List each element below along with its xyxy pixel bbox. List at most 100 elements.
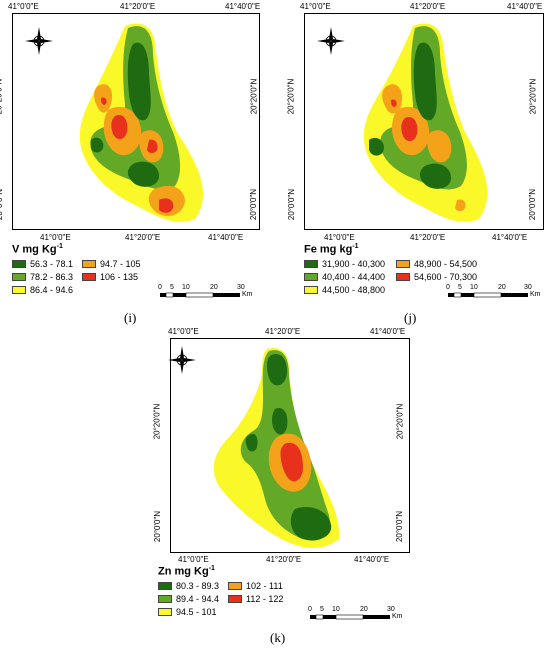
zone-red — [280, 442, 303, 482]
legend-swatch — [396, 260, 410, 268]
legend-swatch — [12, 260, 26, 268]
zone-red-1 — [401, 116, 418, 142]
coord-top-mid: 41°20'0"E — [120, 2, 156, 11]
legend-title: V mg Kg-1 — [12, 243, 63, 256]
coord-top-right: 41°40'0"E — [507, 2, 543, 11]
zone-darkgreen-3 — [127, 161, 159, 187]
legend-item: 40,400 - 44,400 — [304, 272, 385, 282]
zone-darkgreen-1 — [127, 42, 151, 121]
legend-item: 54,600 - 70,300 — [396, 272, 477, 282]
caption-j: (j) — [404, 310, 417, 325]
coord-lat-lower-right: 20°0'0"N — [249, 188, 259, 221]
coord-top-mid: 41°20'0"E — [265, 327, 301, 336]
coord-lat-upper-left: 20°20'0"N — [152, 403, 162, 440]
legend-swatch — [304, 260, 318, 268]
legend-item: 78.2 - 86.3 — [12, 272, 73, 282]
map-k-svg — [213, 347, 340, 549]
coord-bottom-left: 41°0'0"E — [40, 233, 71, 242]
caption-k: (k) — [270, 630, 286, 645]
legend-item: 56.3 - 78.1 — [12, 259, 73, 269]
legend-item: 48,900 - 54,500 — [396, 259, 477, 269]
zone-red-4 — [101, 97, 107, 105]
coord-top-right: 41°40'0"E — [370, 327, 406, 336]
coord-bottom-right: 41°40'0"E — [208, 233, 244, 242]
legend-item: 112 - 122 — [228, 594, 283, 604]
caption-i: (i) — [124, 310, 137, 325]
scale-unit: Km — [242, 291, 253, 298]
north-arrow — [167, 345, 197, 375]
coord-top-left: 41°0'0"E — [300, 2, 331, 11]
legend-swatch — [82, 273, 96, 281]
zone-red-2 — [147, 139, 158, 153]
zone-red-3 — [159, 198, 174, 213]
map-i-svg — [79, 23, 204, 222]
legend-swatch — [228, 582, 242, 590]
zone-darkgreen-2 — [91, 137, 104, 153]
scale-unit: Km — [530, 291, 541, 298]
legend-swatch — [158, 582, 172, 590]
coord-bottom-right: 41°40'0"E — [354, 555, 390, 564]
coord-lat-upper-left: 20°20'0"N — [286, 78, 296, 115]
zone-darkgreen-3 — [419, 163, 451, 189]
zone-darkgreen-2 — [272, 407, 288, 435]
coord-top-left: 41°0'0"E — [8, 2, 39, 11]
map-frame — [12, 13, 260, 230]
coord-bottom-left: 41°0'0"E — [324, 233, 355, 242]
legend-item: 31,900 - 40,300 — [304, 259, 385, 269]
coord-lat-lower-right: 20°0'0"N — [528, 188, 538, 221]
coord-top-left: 41°0'0"E — [168, 327, 199, 336]
coord-lat-lower-left: 20°0'0"N — [0, 188, 5, 221]
coord-bottom-right: 41°40'0"E — [492, 233, 528, 242]
coord-top-right: 41°40'0"E — [225, 2, 261, 11]
panel-k: 41°0'0"E 41°20'0"E 41°40'0"E 20°20'0"N 2… — [150, 322, 425, 649]
zone-orange-4 — [455, 199, 466, 211]
coord-bottom-mid: 41°20'0"E — [410, 233, 446, 242]
scale-unit: Km — [392, 613, 403, 620]
legend-swatch — [228, 595, 242, 603]
legend-item: 86.4 - 94.6 — [12, 285, 73, 295]
coord-lat-lower-left: 20°0'0"N — [287, 188, 297, 221]
legend-title: Fe mg kg-1 — [304, 243, 359, 256]
zone-red-1 — [111, 114, 128, 140]
map-frame — [304, 13, 544, 230]
compass-rose-icon — [317, 27, 345, 55]
legend-swatch — [12, 286, 26, 294]
legend-swatch — [158, 595, 172, 603]
zone-darkgreen-1 — [413, 42, 437, 121]
coord-lat-upper-right: 20°20'0"N — [528, 78, 538, 115]
legend-item: 94.7 - 105 — [82, 259, 141, 269]
coord-lat-upper-right: 20°20'0"N — [249, 78, 259, 115]
legend-swatch — [158, 608, 172, 616]
coord-lat-lower-right: 20°0'0"N — [395, 510, 405, 543]
legend-title: Zn mg Kg-1 — [158, 565, 215, 578]
zone-darkgreen-1 — [267, 353, 287, 386]
north-arrow — [24, 26, 54, 56]
zone-darkgreen-4 — [420, 43, 426, 51]
panel-j: 41°0'0"E 41°20'0"E 41°40'0"E 20°20'0"N 2… — [286, 0, 550, 330]
zone-orange-3 — [427, 130, 452, 163]
zone-darkgreen-4 — [290, 506, 332, 541]
zone-darkgreen-2 — [369, 137, 384, 156]
legend-item: 102 - 111 — [228, 581, 283, 591]
legend-item: 94.5 - 101 — [158, 607, 217, 617]
zone-orange-1 — [382, 84, 403, 114]
coord-bottom-mid: 41°20'0"E — [266, 555, 302, 564]
coord-lat-lower-left: 20°0'0"N — [153, 510, 163, 543]
legend-swatch — [82, 260, 96, 268]
map-j-svg — [363, 23, 488, 222]
legend-swatch — [12, 273, 26, 281]
compass-rose-icon — [25, 27, 53, 55]
coord-lat-upper-right: 20°20'0"N — [395, 403, 405, 440]
panel-i: 41°0'0"E 41°20'0"E 41°40'0"E 20°20'0"N 2… — [0, 0, 275, 330]
map-frame — [170, 338, 410, 553]
north-arrow — [316, 26, 346, 56]
legend-item: 44,500 - 48,800 — [304, 285, 385, 295]
legend-item: 89.4 - 94.4 — [158, 594, 219, 604]
legend-swatch — [304, 286, 318, 294]
coord-bottom-left: 41°0'0"E — [178, 555, 209, 564]
legend-swatch — [396, 273, 410, 281]
coord-top-mid: 41°20'0"E — [410, 2, 446, 11]
coord-lat-upper-left: 20°20'0"N — [0, 78, 4, 115]
compass-rose-icon — [168, 346, 196, 374]
legend-item: 80.3 - 89.3 — [158, 581, 219, 591]
